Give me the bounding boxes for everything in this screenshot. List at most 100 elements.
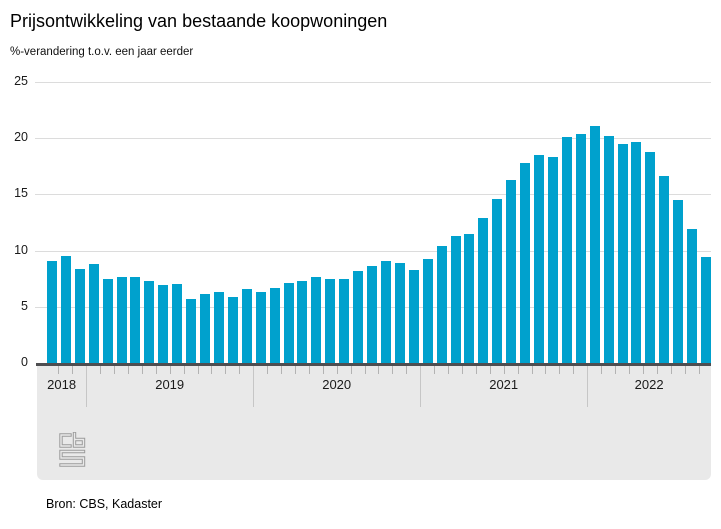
x-axis-tick: [308, 366, 310, 374]
bar[interactable]: [311, 276, 322, 363]
bar[interactable]: [283, 283, 294, 363]
year-divider: [86, 366, 88, 407]
x-axis-tick: [684, 366, 686, 374]
x-axis-tick: [211, 366, 213, 374]
x-axis-tick: [378, 366, 380, 374]
x-axis-tick: [698, 366, 700, 374]
x-axis-tick: [461, 366, 463, 374]
bar[interactable]: [534, 155, 545, 363]
bar[interactable]: [200, 294, 211, 363]
x-axis-tick: [545, 366, 547, 374]
bar[interactable]: [492, 198, 503, 363]
y-axis-label: 20: [14, 130, 28, 145]
bar[interactable]: [408, 269, 419, 363]
bar[interactable]: [339, 278, 350, 363]
bar[interactable]: [60, 256, 71, 363]
year-label: 2020: [322, 377, 352, 392]
bar[interactable]: [478, 218, 489, 363]
x-axis-tick: [628, 366, 630, 374]
x-axis-tick: [197, 366, 199, 374]
bar[interactable]: [353, 270, 364, 363]
bar[interactable]: [422, 258, 433, 363]
x-axis-tick: [100, 366, 102, 374]
year-divider: [420, 366, 422, 407]
year-divider: [253, 366, 255, 407]
bar[interactable]: [325, 278, 336, 363]
bar[interactable]: [436, 246, 447, 363]
gridline: [35, 250, 711, 252]
x-axis-tick: [656, 366, 658, 374]
x-axis-tick: [573, 366, 575, 374]
y-axis-label: 25: [14, 74, 28, 88]
bar[interactable]: [701, 257, 711, 363]
bar[interactable]: [255, 292, 266, 363]
x-axis-tick: [239, 366, 241, 374]
bar[interactable]: [631, 141, 642, 363]
bar[interactable]: [520, 162, 531, 363]
bar[interactable]: [186, 298, 197, 363]
x-axis-tick: [392, 366, 394, 374]
bar[interactable]: [213, 292, 224, 363]
gridline: [35, 194, 711, 196]
bar[interactable]: [659, 176, 670, 363]
bar[interactable]: [450, 236, 461, 363]
bar[interactable]: [158, 285, 169, 363]
bar[interactable]: [687, 229, 698, 363]
bar[interactable]: [589, 125, 600, 363]
y-axis-label: 10: [14, 242, 28, 257]
x-axis-tick: [670, 366, 672, 374]
x-axis-tick: [364, 366, 366, 374]
bar[interactable]: [297, 280, 308, 363]
y-axis-label: 0: [21, 355, 28, 369]
bar[interactable]: [269, 287, 280, 363]
x-axis-tick: [281, 366, 283, 374]
bar[interactable]: [506, 179, 517, 363]
x-axis-tick: [155, 366, 157, 374]
bar[interactable]: [130, 276, 141, 363]
x-axis-tick: [225, 366, 227, 374]
bar[interactable]: [394, 263, 405, 363]
bar[interactable]: [464, 233, 475, 363]
x-axis-tick: [406, 366, 408, 374]
bar[interactable]: [603, 136, 614, 363]
bar[interactable]: [102, 278, 113, 363]
x-axis-tick: [72, 366, 74, 374]
bar[interactable]: [547, 157, 558, 363]
x-axis-tick: [642, 366, 644, 374]
x-axis-tick: [489, 366, 491, 374]
cbs-logo: [59, 432, 86, 467]
bar[interactable]: [88, 264, 99, 363]
x-axis-tick: [615, 366, 616, 374]
bar[interactable]: [74, 268, 85, 363]
x-axis-tick: [350, 366, 352, 374]
x-axis-tick: [475, 366, 477, 374]
bar[interactable]: [575, 133, 586, 363]
x-axis-tick: [114, 366, 116, 374]
x-axis-tick: [336, 366, 338, 374]
bar[interactable]: [617, 143, 628, 363]
bar[interactable]: [172, 284, 183, 363]
bar[interactable]: [227, 296, 238, 363]
bar[interactable]: [144, 280, 155, 363]
x-axis-tick: [531, 366, 533, 374]
x-axis-tick: [267, 366, 269, 374]
year-label: 2021: [489, 377, 519, 392]
x-axis-tick: [517, 366, 519, 374]
bar[interactable]: [645, 151, 656, 363]
bar[interactable]: [47, 260, 57, 363]
bar[interactable]: [241, 288, 252, 363]
bar[interactable]: [380, 260, 391, 363]
bar[interactable]: [367, 266, 378, 363]
year-label: 2019: [155, 377, 185, 392]
y-axis-label: 5: [21, 298, 28, 313]
chart-title: Prijsontwikkeling van bestaande koopwoni…: [10, 11, 388, 31]
bar[interactable]: [673, 200, 684, 363]
bar[interactable]: [561, 137, 572, 363]
bar[interactable]: [116, 276, 127, 363]
year-label: 2018: [47, 377, 77, 392]
x-axis-tick: [141, 366, 143, 374]
x-axis-tick: [169, 366, 171, 374]
source-text: Bron: CBS, Kadaster: [46, 497, 163, 511]
x-axis-tick: [127, 366, 129, 374]
